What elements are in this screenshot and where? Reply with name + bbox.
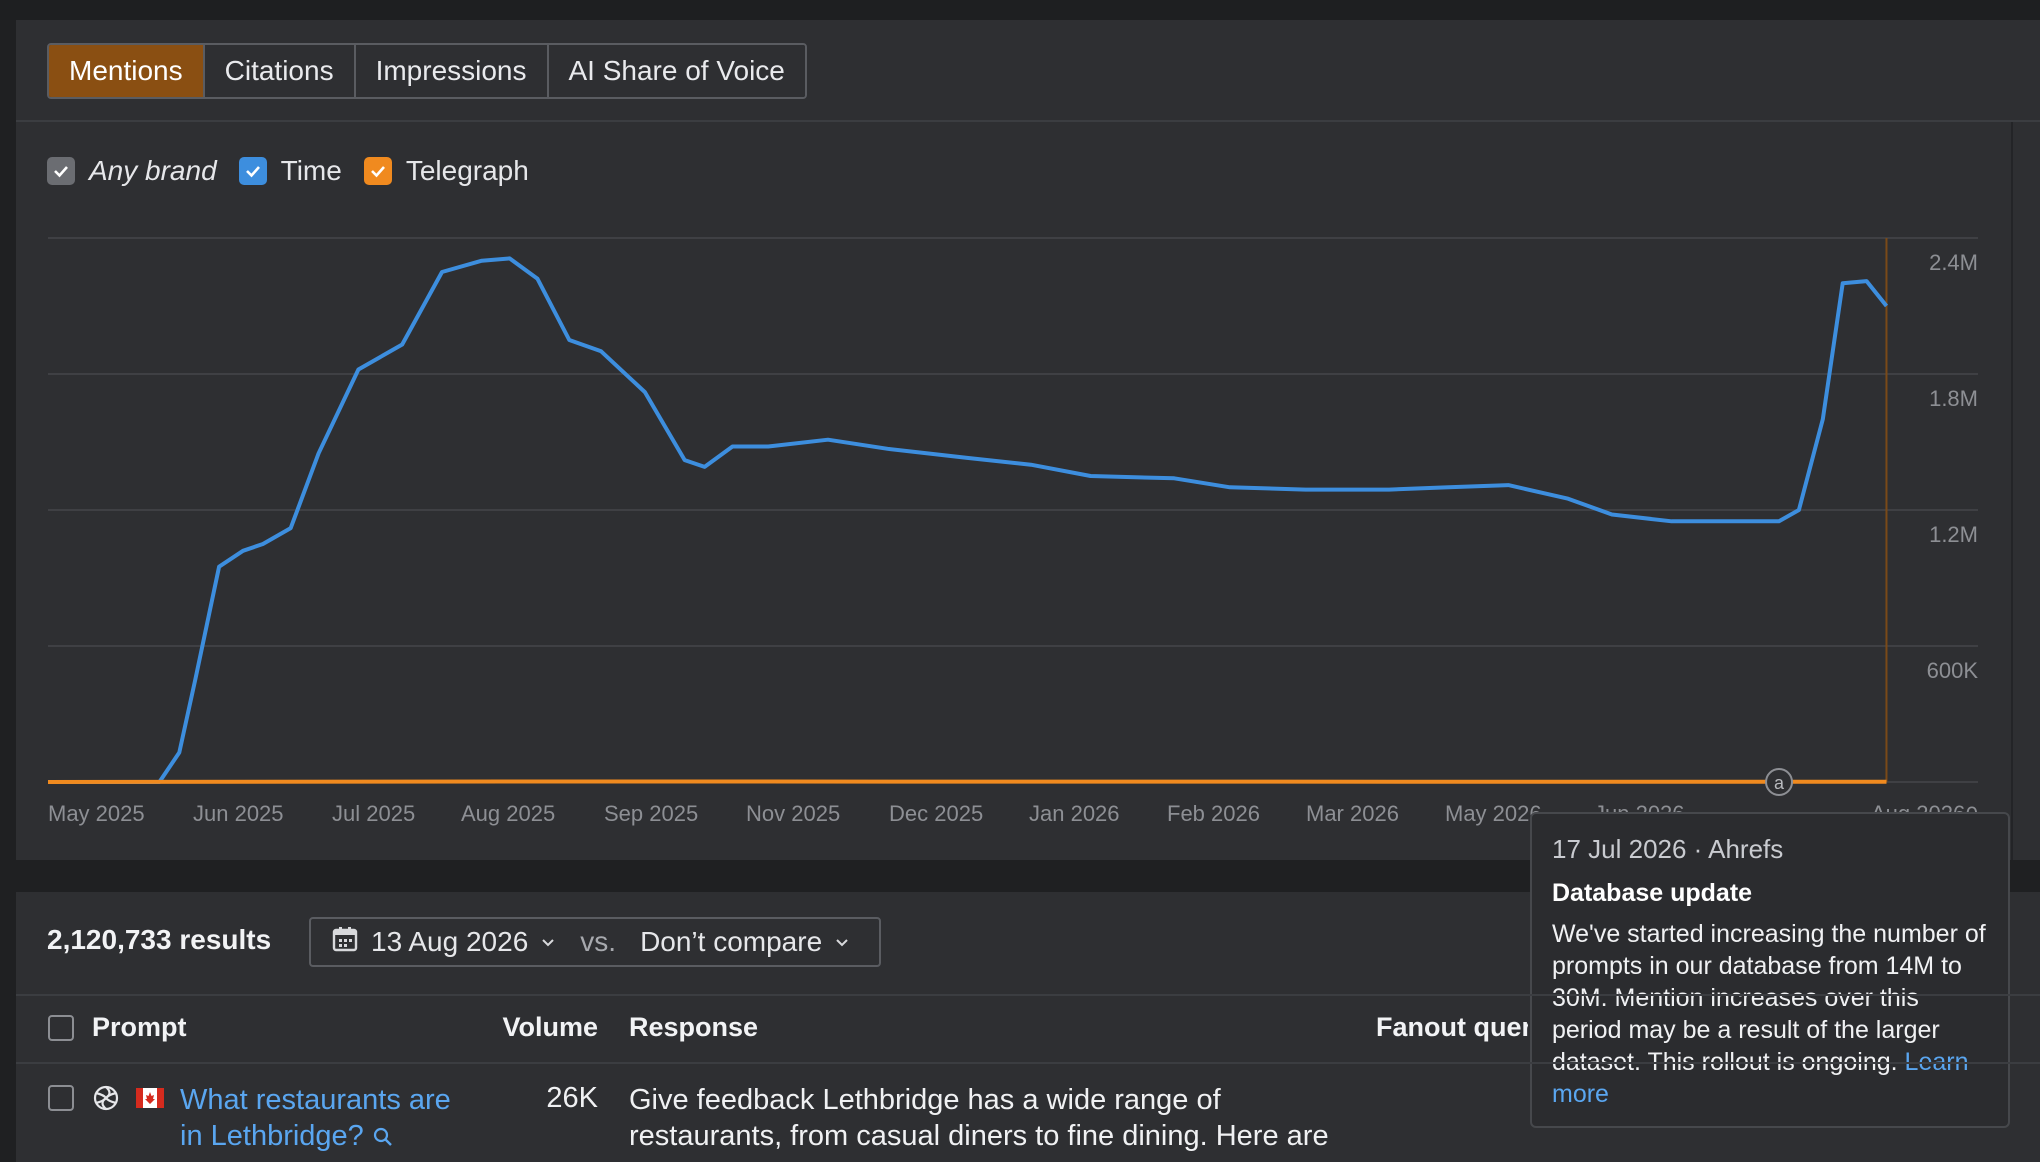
column-header-prompt[interactable]: Prompt — [92, 1012, 187, 1042]
x-tick-label: Sep 2025 — [604, 801, 698, 826]
tab-ai-share-of-voice[interactable]: AI Share of Voice — [548, 45, 805, 97]
y-tick-label: 1.8M — [1929, 386, 1978, 411]
top-strip — [0, 0, 2040, 20]
annotation-marker-label: a — [1774, 773, 1785, 793]
volume-value: 26K — [546, 1082, 598, 1114]
legend-label: Any brand — [89, 155, 217, 186]
series-line-time — [48, 256, 1889, 784]
x-tick-label: May 2026 — [1445, 801, 1542, 826]
x-tick-label: Nov 2025 — [746, 801, 840, 826]
divider — [16, 1062, 2040, 1064]
divider — [2011, 122, 2013, 860]
compare-value[interactable]: Don’t compare — [640, 926, 823, 957]
y-tick-label: 2.4M — [1929, 250, 1978, 275]
response-text: Give feedback Lethbridge has a wide rang… — [629, 1084, 1329, 1152]
tooltip-text: We've started increasing the number of p… — [1552, 920, 1986, 1076]
divider — [16, 994, 2040, 996]
checkbox-icon[interactable] — [47, 157, 75, 185]
x-tick-label: Jul 2025 — [332, 801, 415, 826]
legend-item-telegraph[interactable]: Telegraph — [363, 155, 529, 187]
x-tick-label: Jan 2026 — [1029, 801, 1120, 826]
x-tick-label: Feb 2026 — [1167, 801, 1260, 826]
tab-impressions[interactable]: Impressions — [355, 45, 549, 97]
column-header-volume[interactable]: Volume — [502, 1012, 598, 1042]
column-header-fanout: Fanout queri — [1376, 1012, 1528, 1042]
date-value: 13 Aug 2026 — [371, 926, 529, 957]
x-tick-label: Aug 2025 — [461, 801, 555, 826]
legend-item-time[interactable]: Time — [238, 155, 342, 187]
legend-label: Time — [280, 155, 342, 186]
x-tick-label: Dec 2025 — [889, 801, 983, 826]
column-header-response: Response — [629, 1012, 759, 1042]
metric-tabs: Mentions Citations Impressions AI Share of … — [47, 43, 807, 99]
select-all-checkbox[interactable] — [48, 1015, 74, 1041]
vs-label: vs. — [580, 926, 617, 957]
results-count: 2,120,733 results — [47, 924, 272, 955]
chart-panel — [16, 20, 2040, 860]
date-picker[interactable]: 13 Aug 2026 vs. Don’t compare — [309, 917, 881, 967]
checkbox-icon[interactable] — [238, 157, 267, 185]
divider — [16, 120, 2040, 122]
chart-legend: Any brand Time Telegraph — [47, 155, 529, 187]
chevron-down-icon — [836, 939, 848, 947]
y-tick-label: 1.2M — [1929, 522, 1978, 547]
x-tick-label: Jun 2025 — [193, 801, 284, 826]
tooltip-title: Database update — [1552, 879, 1753, 907]
tooltip-date: 17 Jul 2026 · Ahrefs — [1552, 834, 1784, 864]
chatgpt-icon — [91, 1083, 121, 1118]
tooltip-body: We've started increasing the number of p… — [1552, 918, 1988, 1110]
database-update-tooltip: 17 Jul 2026 · Ahrefs Database update We'… — [1530, 812, 2010, 1128]
series-line-telegraph — [47, 779, 1887, 784]
row-checkbox[interactable] — [48, 1085, 74, 1111]
legend-item-any-brand[interactable]: Any brand — [47, 155, 217, 187]
calendar-icon — [331, 925, 359, 960]
y-tick-label: 600K — [1927, 658, 1979, 683]
x-tick-label: Mar 2026 — [1306, 801, 1399, 826]
chevron-down-icon — [542, 939, 554, 947]
annotation-marker — [1765, 768, 1794, 796]
canada-flag-icon — [136, 1088, 164, 1113]
prompt-text: What restaurants are in Lethbridge? — [180, 1084, 451, 1152]
tab-mentions[interactable]: Mentions — [49, 45, 205, 97]
search-icon[interactable] — [372, 1126, 394, 1148]
legend-label: Telegraph — [405, 155, 529, 186]
x-tick-label: May 2025 — [48, 801, 145, 826]
tab-citations[interactable]: Citations — [204, 45, 356, 97]
checkbox-icon[interactable] — [363, 157, 392, 185]
prompt-link[interactable]: What restaurants are in Lethbridge? — [180, 1082, 480, 1154]
